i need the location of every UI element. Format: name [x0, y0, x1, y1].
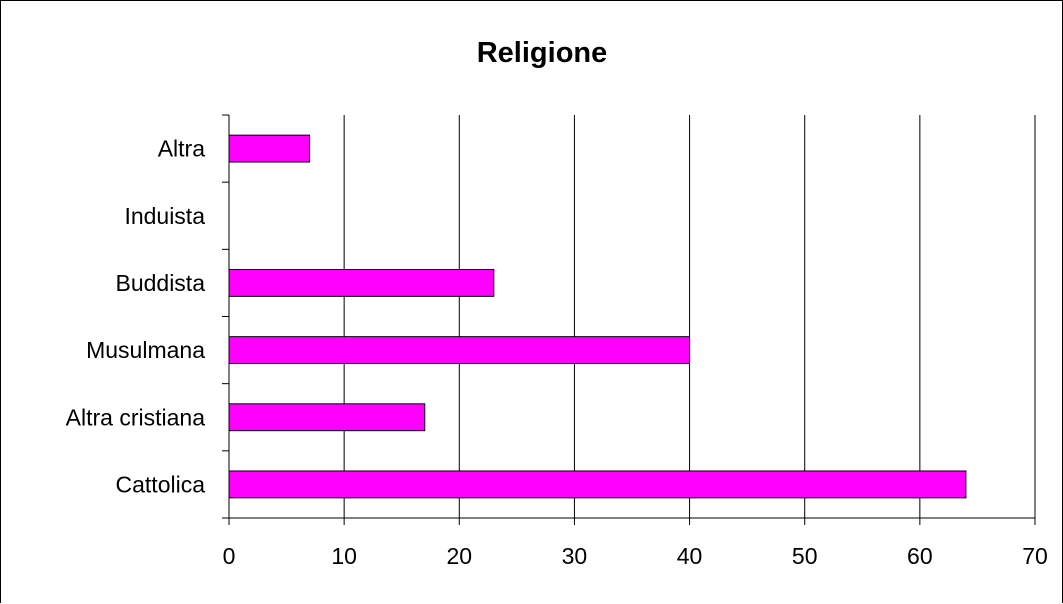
- axes: [222, 114, 1036, 525]
- bar: [228, 336, 691, 365]
- tick-labels: 0 10 20 30 40 50 60 70 Cattolica Altra cristiana M…: [66, 136, 1048, 569]
- x-tick-label: 0: [223, 543, 236, 569]
- x-tick-label: 70: [1022, 543, 1048, 569]
- grid-lines: [343, 115, 1036, 518]
- chart-title: Religione: [477, 37, 608, 69]
- bars: [228, 134, 967, 499]
- y-category-label: Induista: [124, 203, 205, 229]
- x-tick-label: 50: [792, 543, 818, 569]
- y-category-label: Altra: [158, 136, 206, 162]
- x-tick-label: 20: [446, 543, 472, 569]
- x-tick-label: 40: [677, 543, 703, 569]
- bar: [228, 268, 495, 297]
- bar: [228, 134, 311, 163]
- y-category-label: Musulmana: [86, 337, 205, 363]
- x-tick-label: 10: [331, 543, 357, 569]
- y-category-label: Cattolica: [116, 471, 206, 497]
- y-category-label: Buddista: [115, 270, 205, 296]
- bar: [228, 403, 426, 432]
- y-category-label: Altra cristiana: [66, 404, 206, 430]
- x-tick-label: 30: [562, 543, 588, 569]
- x-tick-label: 60: [907, 543, 933, 569]
- bar: [228, 470, 967, 499]
